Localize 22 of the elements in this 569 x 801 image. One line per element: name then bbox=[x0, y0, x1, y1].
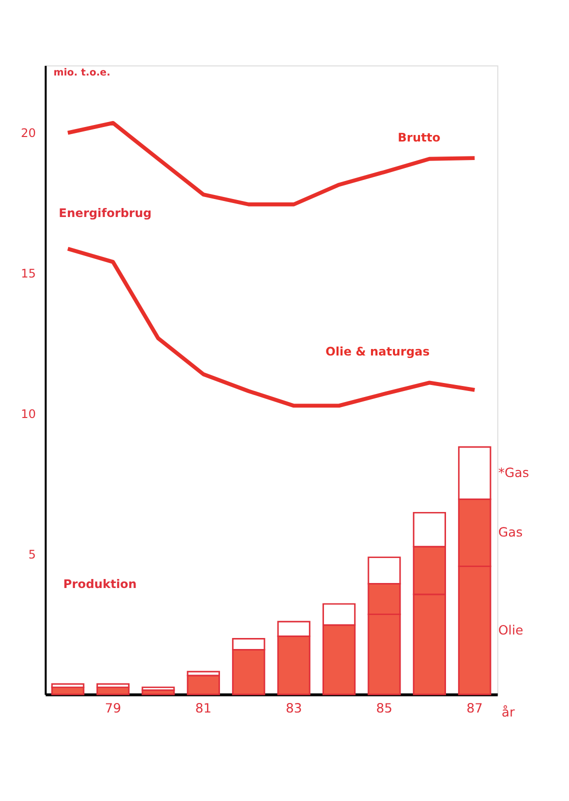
series-label: *Gas bbox=[498, 466, 530, 482]
annotation: Produktion bbox=[63, 577, 137, 592]
bar bbox=[186, 674, 220, 696]
y-tick-label: 20 bbox=[20, 126, 36, 140]
bar bbox=[142, 686, 175, 691]
annotation: Energiforbrug bbox=[58, 206, 152, 220]
series-label: Olie bbox=[498, 623, 524, 638]
x-axis-title: år bbox=[502, 704, 516, 720]
text: Olie & naturgas bbox=[325, 344, 430, 358]
x-tick-label: 87 bbox=[466, 702, 483, 717]
x-tick-label: 79 bbox=[104, 702, 122, 717]
y-axis-title: mio. t.o.e. bbox=[54, 68, 110, 79]
x-tick-label: 85 bbox=[376, 702, 392, 717]
series-label: Gas bbox=[498, 526, 523, 541]
x-tick-label: 81 bbox=[195, 702, 212, 717]
line-series bbox=[66, 246, 477, 408]
series-label: Brutto bbox=[398, 130, 440, 145]
line-series bbox=[66, 120, 477, 206]
y-tick-label: 15 bbox=[20, 266, 36, 281]
x-tick-label: 83 bbox=[286, 702, 302, 717]
y-tick-label: 10 bbox=[20, 406, 36, 421]
y-tick-label: 5 bbox=[28, 547, 36, 562]
